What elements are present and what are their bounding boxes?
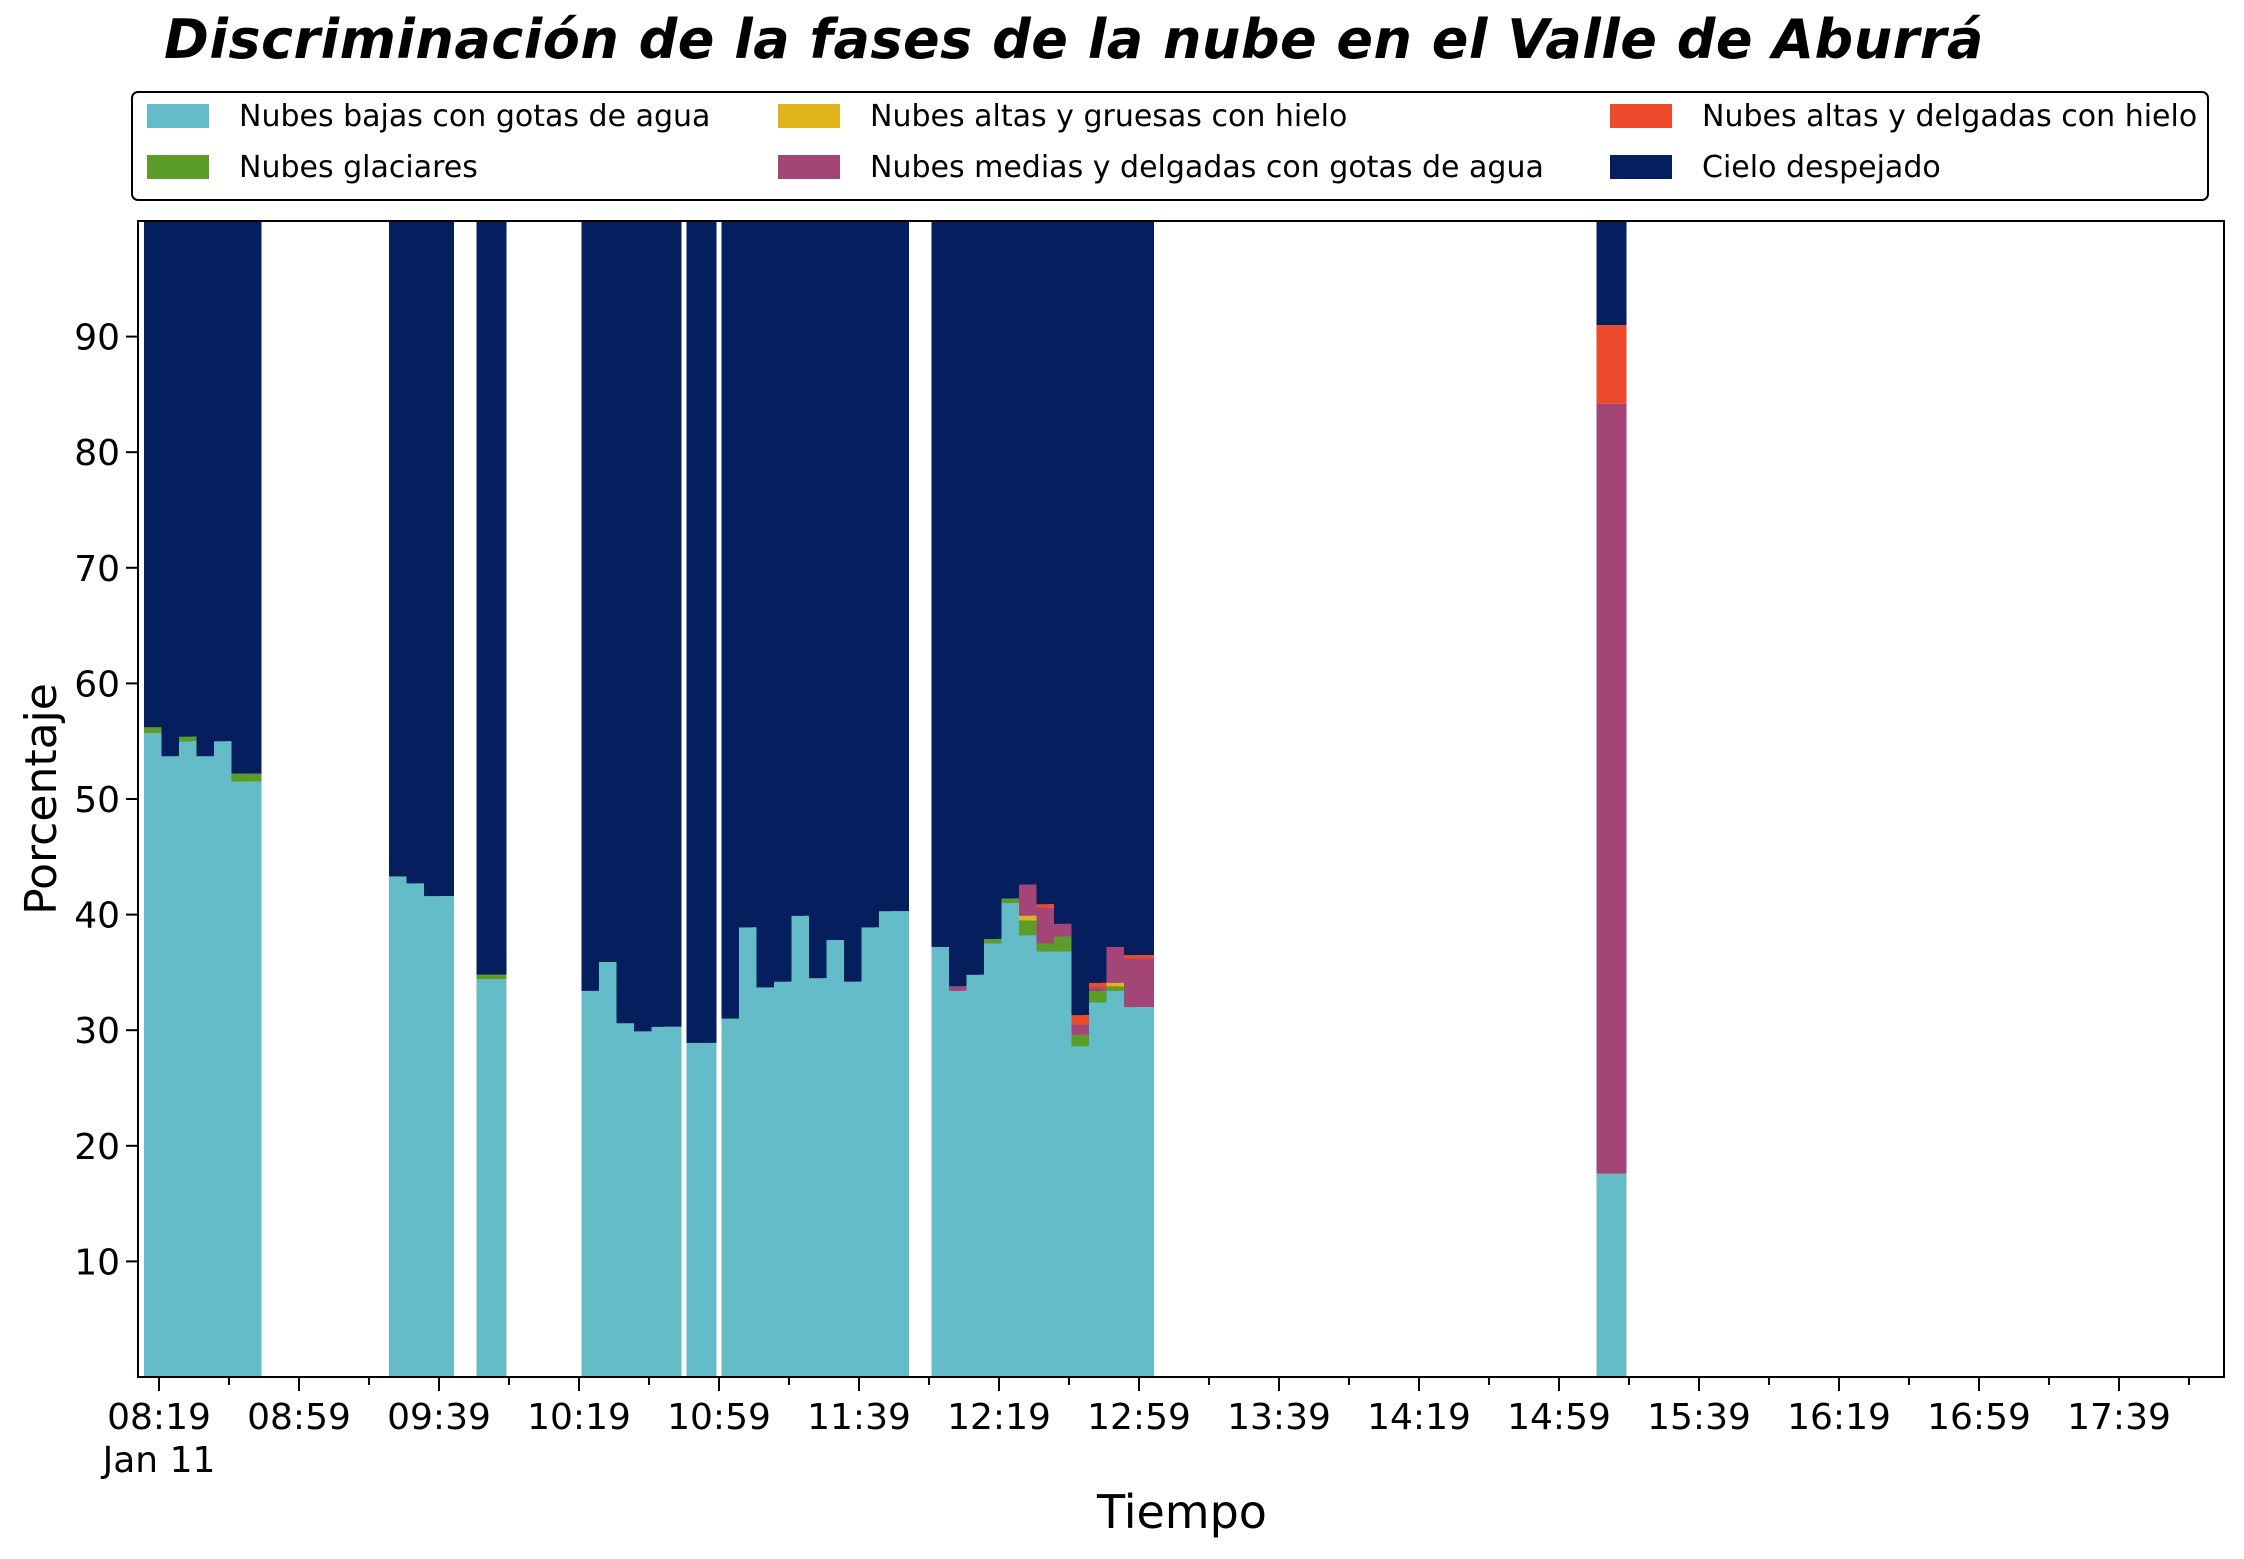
legend-label: Nubes bajas con gotas de agua (239, 99, 710, 134)
legend-swatch (1610, 104, 1672, 128)
bar-segment (1596, 403, 1627, 1174)
bar-segment (1124, 955, 1154, 959)
bar-segment (1089, 982, 1119, 988)
x-tick-label: 16:19 (1787, 1397, 1891, 1438)
bar-segment (476, 979, 507, 1377)
x-tick-label: 09:39 (387, 1397, 491, 1438)
legend-swatch (147, 104, 209, 128)
bar-segment (1071, 1015, 1102, 1025)
legend-item: Nubes glaciares (147, 150, 478, 185)
bar-stack-15:14 (1596, 221, 1627, 1377)
y-tick-label: 20 (74, 1127, 120, 1168)
bar-segment (1036, 943, 1067, 952)
bar-segment (686, 221, 717, 1043)
legend-label: Nubes medias y delgadas con gotas de agu… (870, 150, 1544, 185)
x-tick-label: 10:19 (527, 1397, 631, 1438)
bar-segment (1124, 221, 1154, 956)
x-tick-label: 10:59 (667, 1397, 771, 1438)
legend-swatch (778, 155, 840, 179)
x-tick-label: 08:19 (107, 1397, 211, 1438)
bar-segment (231, 221, 262, 774)
legend-item: Nubes altas y delgadas con hielo (1610, 99, 2197, 134)
bar-segment (949, 986, 979, 991)
bar-segment (1596, 1173, 1627, 1377)
y-tick-label: 50 (74, 780, 120, 821)
legend-frame (131, 91, 2209, 201)
legend-swatch (147, 155, 209, 179)
x-tick-label: 08:59 (247, 1397, 351, 1438)
x-axis: 08:19 08:59 09:39 10:19 10:59 11:39 12:19 12:59… (107, 1377, 2190, 1438)
bar-stack-12:59 (1124, 221, 1154, 1377)
x-axis-label: Tiempo (1096, 1485, 1267, 1539)
bar-segment (984, 938, 1014, 944)
x-tick-label: 14:59 (1507, 1397, 1611, 1438)
y-tick-label: 80 (74, 433, 120, 474)
bar-segment (231, 773, 262, 782)
legend: Nubes bajas con gotas de agua Nubes glaci… (131, 91, 2209, 201)
legend-label: Nubes altas y delgadas con hielo (1702, 99, 2197, 134)
y-tick-label: 90 (74, 318, 120, 359)
bar-segment (879, 221, 909, 912)
bar-segment (476, 974, 507, 980)
y-tick-label: 40 (74, 896, 120, 937)
bar-segment (1106, 986, 1137, 991)
bar-segment (1106, 982, 1137, 987)
legend-item: Nubes medias y delgadas con gotas de agu… (778, 150, 1544, 185)
legend-swatch (778, 104, 840, 128)
bar-segment (1036, 904, 1067, 908)
bar-segment (476, 221, 507, 975)
bar-segment (1019, 915, 1049, 921)
y-tick-label: 30 (74, 1011, 120, 1052)
chart-title: Discriminación de la fases de la nube en… (164, 8, 1984, 71)
y-axis-label: Porcentaje (16, 683, 67, 915)
legend-label: Nubes altas y gruesas con hielo (870, 99, 1347, 134)
x-tick-label: 15:39 (1647, 1397, 1751, 1438)
legend-label: Nubes glaciares (239, 150, 478, 185)
y-axis: 10 20 30 40 50 60 70 80 90 (74, 318, 138, 1283)
x-tick-label: 12:59 (1087, 1397, 1191, 1438)
bar-segment (424, 896, 454, 1377)
legend-swatch (1610, 155, 1672, 179)
bar-segment (231, 781, 262, 1377)
bar-segment (651, 221, 682, 1027)
x-date-label: Jan 11 (101, 1440, 216, 1481)
bar-stack-10:44 (651, 221, 682, 1377)
bar-segment (1071, 1024, 1102, 1035)
bar-stack-08:44 (231, 221, 262, 1377)
y-tick-label: 10 (74, 1242, 120, 1283)
x-tick-label: 17:39 (2067, 1397, 2171, 1438)
bar-segment (879, 911, 909, 1377)
bar-segment (1001, 898, 1032, 904)
bar-segment (1124, 1007, 1154, 1377)
bar-segment (651, 1026, 682, 1377)
bar-segment (1124, 958, 1154, 1008)
bar-segment (424, 221, 454, 897)
y-tick-label: 70 (74, 549, 120, 590)
x-tick-label: 12:19 (947, 1397, 1051, 1438)
legend-item: Cielo despejado (1610, 150, 1941, 185)
y-tick-label: 60 (74, 664, 120, 705)
bars-layer (144, 221, 1627, 1377)
bar-stack-10:54 (686, 221, 717, 1377)
legend-label: Cielo despejado (1702, 150, 1941, 185)
bar-segment (1596, 325, 1627, 404)
x-tick-label: 11:39 (807, 1397, 911, 1438)
bar-segment (144, 727, 174, 734)
x-tick-label: 14:19 (1367, 1397, 1471, 1438)
x-tick-label: 13:39 (1227, 1397, 1331, 1438)
bar-segment (686, 1042, 717, 1377)
bar-segment (1089, 990, 1119, 1003)
bar-stack-09:39 (424, 221, 454, 1377)
bar-segment (1089, 987, 1119, 991)
bar-stack-11:49 (879, 221, 909, 1377)
legend-item: Nubes altas y gruesas con hielo (778, 99, 1347, 134)
x-tick-label: 16:59 (1927, 1397, 2031, 1438)
bar-segment (179, 736, 209, 742)
bar-segment (1071, 1034, 1102, 1047)
bar-stack-09:54 (476, 221, 507, 1377)
bar-segment (1596, 221, 1627, 326)
legend-item: Nubes bajas con gotas de agua (147, 99, 710, 134)
